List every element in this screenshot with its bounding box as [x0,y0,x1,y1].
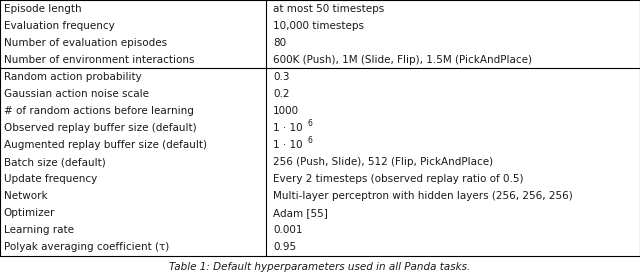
Text: Table 1: Default hyperparameters used in all Panda tasks.: Table 1: Default hyperparameters used in… [170,262,470,272]
Text: 0.95: 0.95 [273,242,296,252]
Text: 10,000 timesteps: 10,000 timesteps [273,21,364,31]
Text: Augmented replay buffer size (default): Augmented replay buffer size (default) [4,140,207,150]
Text: Gaussian action noise scale: Gaussian action noise scale [4,89,149,99]
Text: 1 · 10: 1 · 10 [273,140,303,150]
Text: 0.001: 0.001 [273,225,303,235]
Text: Batch size (default): Batch size (default) [4,157,106,167]
Text: Network: Network [4,191,47,201]
Text: 1000: 1000 [273,106,300,116]
Text: Number of environment interactions: Number of environment interactions [4,55,195,65]
Text: 600K (Push), 1M (Slide, Flip), 1.5M (PickAndPlace): 600K (Push), 1M (Slide, Flip), 1.5M (Pic… [273,55,532,65]
Text: Episode length: Episode length [4,4,81,14]
Text: Observed replay buffer size (default): Observed replay buffer size (default) [4,123,196,133]
Text: 0.2: 0.2 [273,89,290,99]
Text: 0.3: 0.3 [273,72,290,82]
Text: Update frequency: Update frequency [4,174,97,184]
Text: Polyak averaging coefficient (τ): Polyak averaging coefficient (τ) [4,242,169,252]
Text: Random action probability: Random action probability [4,72,141,82]
Text: Optimizer: Optimizer [4,208,55,218]
Text: Evaluation frequency: Evaluation frequency [4,21,115,31]
Text: 1 · 10: 1 · 10 [273,123,303,133]
Text: Learning rate: Learning rate [4,225,74,235]
Text: at most 50 timesteps: at most 50 timesteps [273,4,385,14]
Text: Every 2 timesteps (observed replay ratio of 0.5): Every 2 timesteps (observed replay ratio… [273,174,524,184]
Text: 6: 6 [308,136,313,145]
Text: Number of evaluation episodes: Number of evaluation episodes [4,38,167,48]
Text: Adam [55]: Adam [55] [273,208,328,218]
Text: # of random actions before learning: # of random actions before learning [4,106,194,116]
Text: Multi-layer perceptron with hidden layers (256, 256, 256): Multi-layer perceptron with hidden layer… [273,191,573,201]
Text: 6: 6 [308,119,313,128]
Text: 256 (Push, Slide), 512 (Flip, PickAndPlace): 256 (Push, Slide), 512 (Flip, PickAndPla… [273,157,493,167]
Text: 80: 80 [273,38,287,48]
